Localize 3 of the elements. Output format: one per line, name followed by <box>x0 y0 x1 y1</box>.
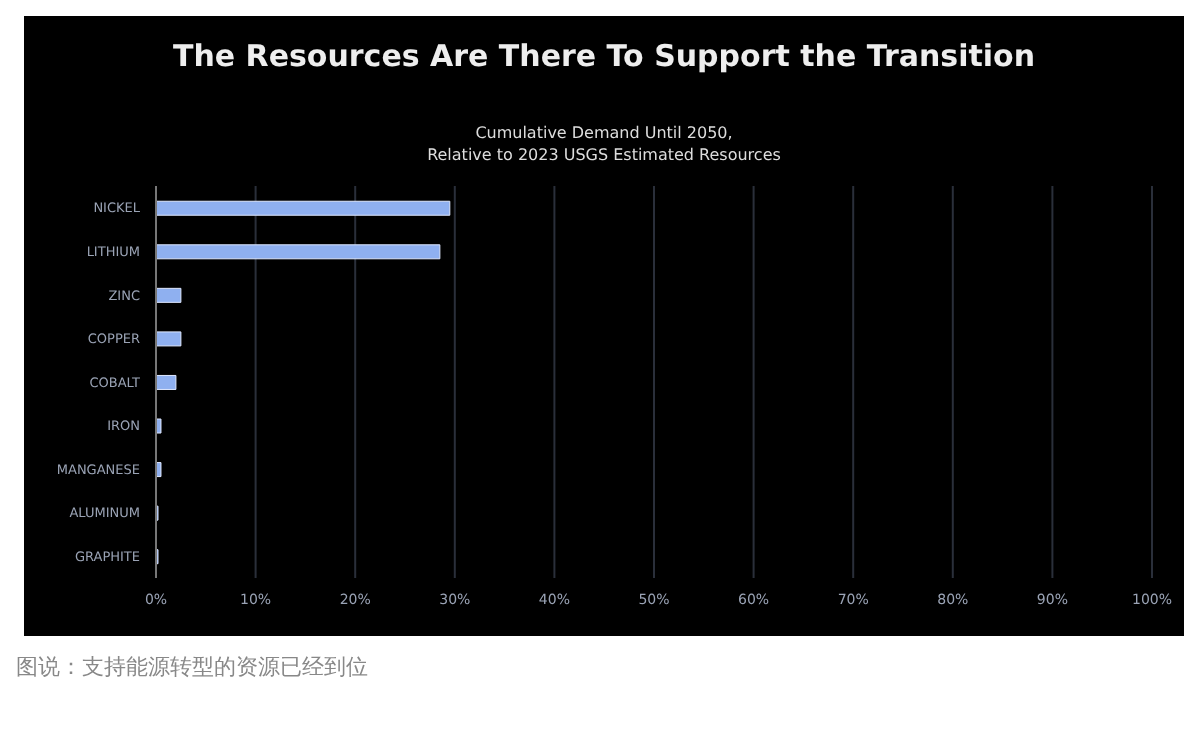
chart-subtitle: Cumulative Demand Until 2050, Relative to 2023 USGS Estimated Resources <box>425 122 783 166</box>
text: 图说：支持能源转型的资源已经到位 <box>16 652 370 682</box>
chart-title: The Resources Are There To Support the Transition <box>170 38 1038 74</box>
